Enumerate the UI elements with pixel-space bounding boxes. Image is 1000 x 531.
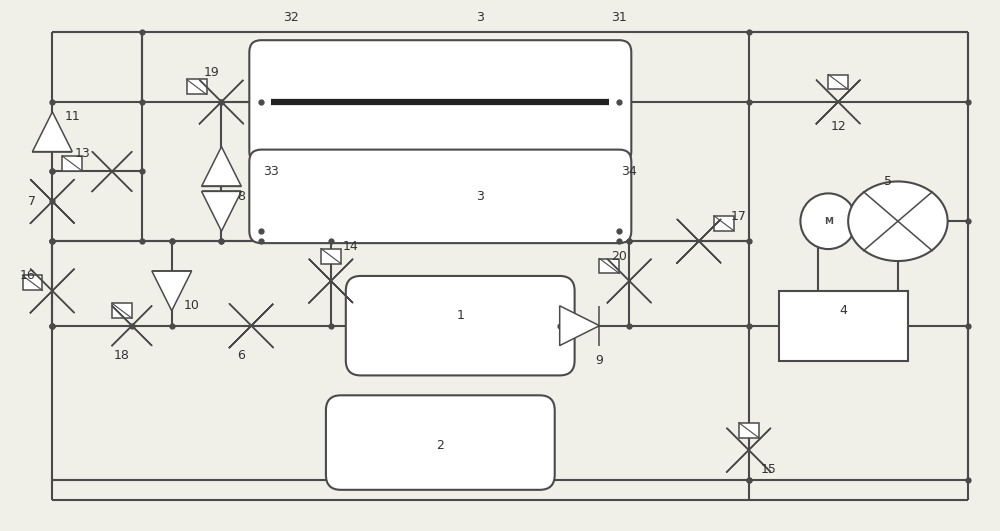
- Text: 3: 3: [476, 190, 484, 203]
- Bar: [23, 276, 42, 290]
- Bar: [739, 423, 759, 438]
- Text: 5: 5: [884, 175, 892, 188]
- Polygon shape: [202, 147, 241, 186]
- Text: 15: 15: [761, 464, 777, 476]
- Text: 14: 14: [343, 239, 359, 253]
- Text: 2: 2: [436, 439, 444, 451]
- FancyBboxPatch shape: [249, 150, 631, 243]
- Polygon shape: [202, 191, 241, 231]
- Text: 7: 7: [28, 195, 36, 208]
- Bar: [187, 80, 207, 95]
- FancyBboxPatch shape: [346, 276, 575, 375]
- Polygon shape: [560, 306, 599, 346]
- Bar: [779, 291, 908, 361]
- Text: 10: 10: [184, 299, 200, 312]
- Text: 19: 19: [204, 65, 219, 79]
- Bar: [828, 74, 848, 89]
- Text: 9: 9: [596, 354, 603, 367]
- Text: 3: 3: [476, 11, 484, 24]
- Text: 11: 11: [64, 110, 80, 123]
- Text: 1: 1: [456, 309, 464, 322]
- Bar: [62, 156, 82, 171]
- Polygon shape: [32, 112, 72, 151]
- Text: M: M: [824, 217, 833, 226]
- Text: 12: 12: [830, 120, 846, 133]
- Text: 8: 8: [237, 190, 245, 203]
- Text: 34: 34: [621, 165, 637, 178]
- Text: 4: 4: [839, 304, 847, 317]
- Ellipse shape: [848, 182, 948, 261]
- Text: 6: 6: [237, 349, 245, 362]
- Bar: [599, 259, 619, 273]
- FancyBboxPatch shape: [326, 395, 555, 490]
- FancyBboxPatch shape: [249, 40, 631, 164]
- Text: 31: 31: [611, 11, 627, 24]
- Circle shape: [800, 193, 856, 249]
- Bar: [321, 249, 341, 263]
- Text: 33: 33: [263, 165, 279, 178]
- Text: 13: 13: [74, 147, 90, 160]
- Text: 18: 18: [114, 349, 130, 362]
- Text: 32: 32: [283, 11, 299, 24]
- Polygon shape: [152, 271, 192, 311]
- Text: 17: 17: [731, 210, 747, 223]
- Text: 16: 16: [20, 269, 35, 282]
- Text: 20: 20: [611, 250, 627, 262]
- Bar: [714, 216, 734, 230]
- Bar: [112, 303, 132, 318]
